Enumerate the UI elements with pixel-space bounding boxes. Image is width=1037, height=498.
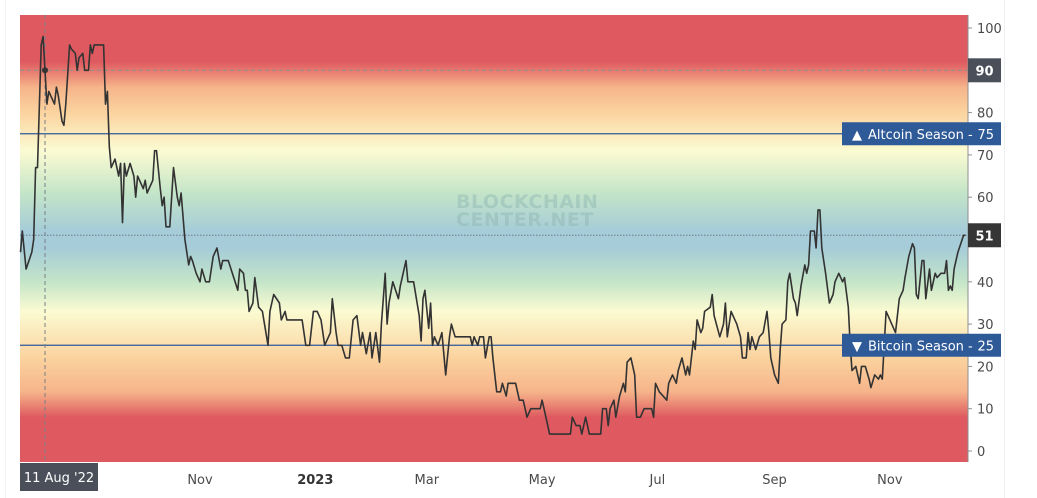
y-tick-label: 100 (977, 22, 1002, 37)
label-box (842, 122, 1001, 146)
y-tick-label: 40 (977, 276, 994, 291)
label-box (20, 463, 98, 491)
last-value-label: 51 (968, 223, 1001, 248)
label-box (968, 58, 1001, 83)
x-tick-label: Jul (649, 473, 666, 488)
watermark-logo: BLOCKCHAIN CENTER.NET (456, 191, 598, 231)
label-box (842, 333, 1001, 357)
reference-line-value: 25 (977, 339, 994, 354)
triangle-up-icon: ▲ (852, 128, 862, 143)
reference-line-value: 75 (977, 128, 994, 143)
reference-line-name: Bitcoin Season (868, 339, 964, 354)
x-tick-label: Sep (762, 473, 787, 488)
separator: - (968, 128, 973, 143)
last-value-text: 51 (975, 229, 993, 244)
reference-line-name: Altcoin Season (868, 128, 964, 143)
crosshair-value-label: 90 (968, 58, 1001, 83)
crosshair-date-text: 11 Aug '22 (24, 471, 94, 486)
label-box (968, 223, 1001, 248)
watermark-line-2: CENTER.NET (456, 209, 594, 231)
x-tick-label: Mar (415, 473, 440, 488)
y-tick-label: 20 (977, 360, 994, 375)
y-tick-label: 10 (977, 403, 994, 418)
y-tick-label: 60 (977, 191, 994, 206)
bitcoin-season-label: ▼ Bitcoin Season -25 (842, 333, 1001, 357)
container-border-left (5, 0, 6, 498)
x-tick-label: Nov (877, 473, 903, 488)
crosshair-value-text: 90 (975, 64, 993, 79)
altcoin-season-label: ▲ Altcoin Season -75 (842, 122, 1001, 146)
x-tick-label: May (529, 473, 556, 488)
plot-background (20, 15, 968, 462)
x-tick-label: 2023 (297, 473, 333, 488)
x-tick-label: Nov (187, 473, 213, 488)
crosshair-date-label: 11 Aug '22 (20, 463, 98, 491)
y-tick-label: 0 (977, 445, 985, 460)
triangle-down-icon: ▼ (852, 339, 862, 354)
separator: - (968, 339, 973, 354)
y-tick-label: 70 (977, 149, 994, 164)
y-tick-label: 80 (977, 107, 994, 122)
y-tick-label: 30 (977, 318, 994, 333)
watermark-line-1: BLOCKCHAIN (456, 191, 598, 213)
series-line (19, 35, 966, 435)
container-border-right (1004, 0, 1005, 498)
